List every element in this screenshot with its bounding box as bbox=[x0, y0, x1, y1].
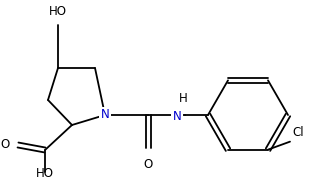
Text: O: O bbox=[1, 139, 10, 152]
Text: Cl: Cl bbox=[292, 126, 303, 139]
Text: HO: HO bbox=[49, 5, 67, 18]
Text: H: H bbox=[179, 92, 187, 105]
Text: N: N bbox=[173, 110, 181, 124]
Text: HO: HO bbox=[36, 167, 54, 180]
Text: O: O bbox=[143, 158, 153, 171]
Text: N: N bbox=[101, 108, 109, 122]
